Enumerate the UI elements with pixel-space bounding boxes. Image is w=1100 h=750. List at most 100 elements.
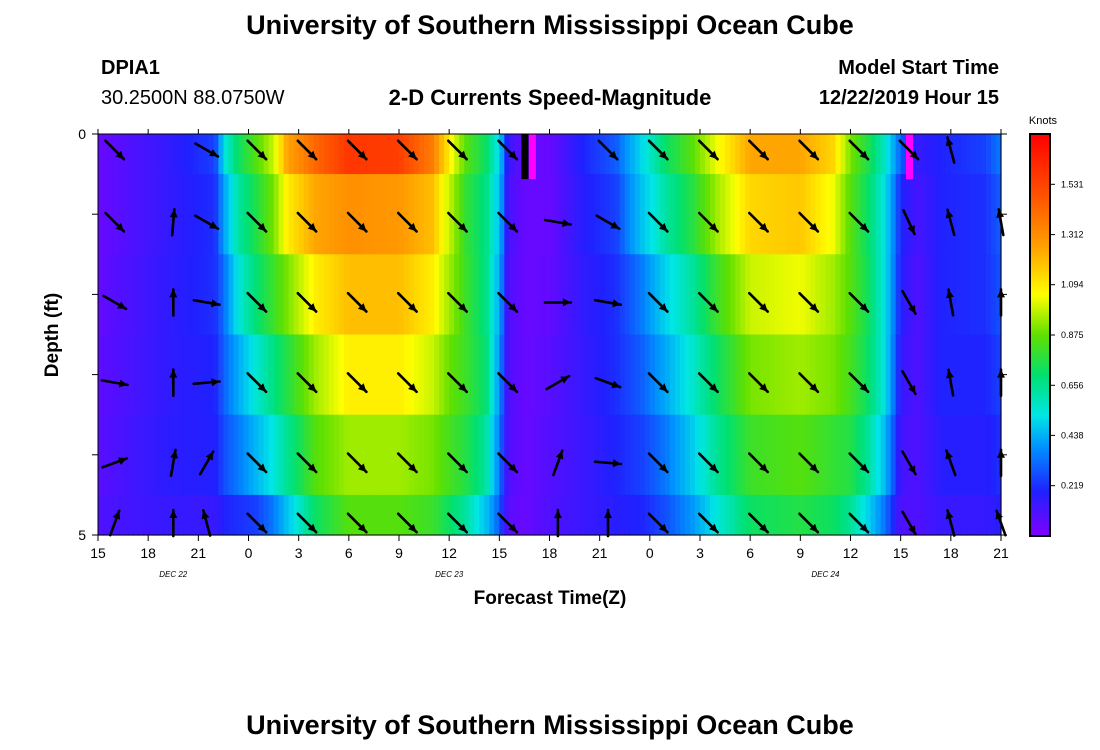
heat-cell xyxy=(368,254,375,336)
heat-cell xyxy=(434,494,440,536)
heat-cell xyxy=(494,334,500,416)
current-vector xyxy=(545,374,571,391)
heat-cell xyxy=(920,414,927,496)
colorbar-tick-label: 1.531 xyxy=(1061,179,1084,189)
heat-cell xyxy=(158,334,164,416)
heat-cell xyxy=(188,134,194,175)
heat-cell xyxy=(243,334,250,416)
heat-cell xyxy=(720,254,726,336)
heat-cell xyxy=(388,494,395,536)
heat-cell xyxy=(158,494,164,536)
heat-cell xyxy=(755,334,761,416)
heat-cell xyxy=(569,414,576,496)
current-vector xyxy=(201,509,212,537)
heat-cell xyxy=(735,134,741,175)
heat-cell xyxy=(228,494,235,536)
heat-cell xyxy=(469,174,475,255)
heat-cell xyxy=(800,414,806,496)
heat-cell xyxy=(343,334,350,416)
heat-cell xyxy=(980,494,987,536)
heat-cell xyxy=(725,134,731,175)
heat-cell xyxy=(639,174,646,255)
heat-cell xyxy=(975,134,982,175)
heat-cell xyxy=(163,254,169,336)
heat-cell xyxy=(614,414,621,496)
heat-cell xyxy=(278,134,285,175)
heat-cell xyxy=(940,254,947,336)
heat-cell xyxy=(624,174,631,255)
heat-cell xyxy=(388,174,395,255)
heat-cell xyxy=(730,134,736,175)
heat-cell xyxy=(745,494,751,536)
heat-cell xyxy=(800,494,806,536)
heat-cell xyxy=(559,254,566,336)
heat-cell xyxy=(519,494,526,536)
heat-cell xyxy=(850,334,857,416)
heat-cell xyxy=(970,414,977,496)
heat-cell xyxy=(990,254,997,336)
heat-cell xyxy=(308,174,315,255)
heat-cell xyxy=(865,414,872,496)
heat-cell xyxy=(544,174,551,255)
heat-cell xyxy=(263,134,270,175)
heat-cell xyxy=(198,174,204,255)
heat-cell xyxy=(404,134,410,175)
heat-cell xyxy=(604,334,611,416)
heat-cell xyxy=(700,494,706,536)
heat-cell xyxy=(985,494,992,536)
heat-cell xyxy=(689,334,696,416)
current-vector xyxy=(396,211,418,233)
heat-cell xyxy=(705,134,711,175)
heat-cell xyxy=(213,414,219,496)
heat-cell xyxy=(368,174,375,255)
heat-cell xyxy=(273,414,280,496)
heat-cell xyxy=(925,254,932,336)
heat-cell xyxy=(414,254,420,336)
heat-cell xyxy=(444,494,450,536)
heat-cell xyxy=(238,494,245,536)
current-vector xyxy=(747,452,770,474)
heat-cell xyxy=(358,174,365,255)
heat-cell xyxy=(318,414,325,496)
heat-cell xyxy=(895,414,902,496)
heat-cell xyxy=(464,174,470,255)
current-vector xyxy=(597,139,619,161)
heat-cell xyxy=(539,494,546,536)
heat-cell xyxy=(920,494,927,536)
heat-cell xyxy=(178,174,184,255)
heat-cell xyxy=(985,174,992,255)
current-vector xyxy=(446,211,469,233)
heat-cell xyxy=(679,134,686,175)
x-tick-label: 18 xyxy=(140,545,156,561)
heat-cell xyxy=(905,494,912,536)
heat-cell xyxy=(669,494,676,536)
heat-cell xyxy=(740,494,746,536)
heat-cell xyxy=(544,254,551,336)
heat-cell xyxy=(208,254,214,336)
heat-cell xyxy=(193,134,199,175)
heat-cell xyxy=(815,494,821,536)
heat-cell xyxy=(905,334,912,416)
heat-cell xyxy=(208,494,214,536)
current-vector xyxy=(848,372,870,394)
heat-cell xyxy=(880,174,887,255)
heat-cell xyxy=(298,134,305,175)
heat-cell xyxy=(148,414,154,496)
current-vector xyxy=(169,368,178,397)
heat-cell xyxy=(534,494,541,536)
heat-cell xyxy=(544,414,551,496)
current-vector xyxy=(296,512,318,534)
heat-cell xyxy=(705,494,711,536)
heat-cell xyxy=(810,174,816,255)
heat-cell xyxy=(439,414,445,496)
x-tick-label: 21 xyxy=(592,545,608,561)
heat-cell xyxy=(113,134,119,175)
heat-cell xyxy=(323,414,330,496)
heat-cell xyxy=(123,174,129,255)
heat-cell xyxy=(218,414,225,496)
heat-cell xyxy=(554,334,561,416)
heat-cell xyxy=(935,334,942,416)
heat-cell xyxy=(664,494,671,536)
current-vector xyxy=(594,376,622,389)
heat-cell xyxy=(975,334,982,416)
